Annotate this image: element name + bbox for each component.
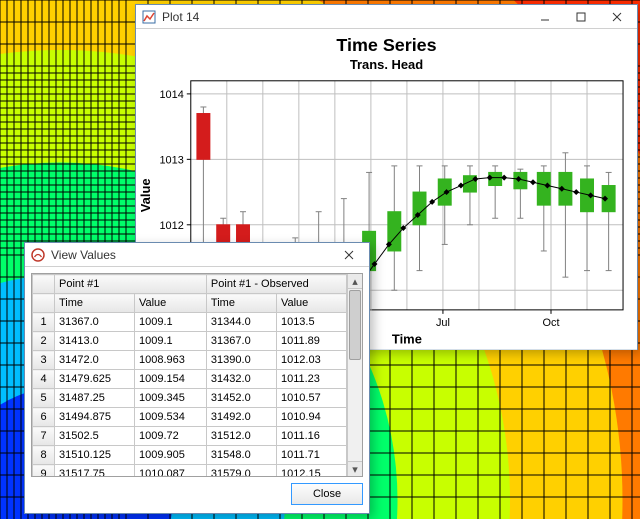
row-number: 9 <box>33 465 55 477</box>
row-number: 3 <box>33 351 55 370</box>
column-header[interactable]: Time <box>55 294 135 313</box>
table-row[interactable]: 231413.01009.131367.01011.89 <box>33 332 362 351</box>
vertical-scrollbar[interactable]: ▴ ▾ <box>347 274 362 476</box>
table-cell[interactable]: 1009.154 <box>134 370 206 389</box>
close-button[interactable]: Close <box>291 483 363 505</box>
view-values-titlebar[interactable]: View Values <box>25 243 369 267</box>
svg-text:Value: Value <box>138 178 153 212</box>
svg-text:1014: 1014 <box>159 89 183 101</box>
table-cell[interactable]: 31432.0 <box>206 370 276 389</box>
svg-text:Time Series: Time Series <box>336 35 436 55</box>
table-cell[interactable]: 1010.57 <box>276 389 346 408</box>
table-cell[interactable]: 1009.345 <box>134 389 206 408</box>
svg-text:1012: 1012 <box>159 220 183 232</box>
table-cell[interactable]: 1013.5 <box>276 313 346 332</box>
row-number: 5 <box>33 389 55 408</box>
close-button[interactable] <box>599 6 635 28</box>
svg-text:Trans. Head: Trans. Head <box>350 57 423 72</box>
table-row[interactable]: 131367.01009.131344.01013.5 <box>33 313 362 332</box>
table-cell[interactable]: 1009.534 <box>134 408 206 427</box>
table-cell[interactable]: 1009.72 <box>134 427 206 446</box>
row-number: 2 <box>33 332 55 351</box>
table-cell[interactable]: 1010.94 <box>276 408 346 427</box>
table-row[interactable]: 331472.01008.96331390.01012.03 <box>33 351 362 370</box>
svg-text:Oct: Oct <box>542 317 559 329</box>
svg-text:Time: Time <box>392 332 422 347</box>
table-cell[interactable]: 1011.89 <box>276 332 346 351</box>
table-row[interactable]: 731502.51009.7231512.01011.16 <box>33 427 362 446</box>
plot-window-title: Plot 14 <box>162 10 527 24</box>
table-cell[interactable]: 31548.0 <box>206 446 276 465</box>
table-cell[interactable]: 31502.5 <box>55 427 135 446</box>
table-cell[interactable]: 31452.0 <box>206 389 276 408</box>
maximize-button[interactable] <box>563 6 599 28</box>
table-cell[interactable]: 31367.0 <box>55 313 135 332</box>
table-cell[interactable]: 1011.23 <box>276 370 346 389</box>
table-cell[interactable]: 1011.71 <box>276 446 346 465</box>
table-cell[interactable]: 31494.875 <box>55 408 135 427</box>
table-cell[interactable]: 31510.125 <box>55 446 135 465</box>
table-cell[interactable]: 31413.0 <box>55 332 135 351</box>
plot-window-icon <box>142 10 156 24</box>
table-cell[interactable]: 1009.1 <box>134 313 206 332</box>
row-number: 1 <box>33 313 55 332</box>
column-header[interactable]: Value <box>276 294 346 313</box>
table-cell[interactable]: 31487.25 <box>55 389 135 408</box>
column-group-header[interactable]: Point #1 <box>55 275 207 294</box>
scrollbar-thumb[interactable] <box>349 290 361 360</box>
table-cell[interactable]: 31390.0 <box>206 351 276 370</box>
table-cell[interactable]: 31344.0 <box>206 313 276 332</box>
column-header[interactable]: Time <box>206 294 276 313</box>
table-cell[interactable]: 1012.15 <box>276 465 346 477</box>
view-values-title: View Values <box>51 248 331 262</box>
table-cell[interactable]: 31512.0 <box>206 427 276 446</box>
minimize-button[interactable] <box>527 6 563 28</box>
table-cell[interactable]: 31517.75 <box>55 465 135 477</box>
view-values-icon <box>31 248 45 262</box>
table-cell[interactable]: 31367.0 <box>206 332 276 351</box>
column-header[interactable]: Value <box>134 294 206 313</box>
values-table[interactable]: Point #1Point #1 - ObservedTimeValueTime… <box>32 274 362 476</box>
row-number: 8 <box>33 446 55 465</box>
table-cell[interactable]: 1011.16 <box>276 427 346 446</box>
table-row[interactable]: 831510.1251009.90531548.01011.71 <box>33 446 362 465</box>
row-number: 7 <box>33 427 55 446</box>
table-row[interactable]: 531487.251009.34531452.01010.57 <box>33 389 362 408</box>
svg-text:1013: 1013 <box>159 154 183 166</box>
table-row[interactable]: 631494.8751009.53431492.01010.94 <box>33 408 362 427</box>
view-values-window[interactable]: View Values Point #1Point #1 - ObservedT… <box>24 242 370 514</box>
table-cell[interactable]: 1009.1 <box>134 332 206 351</box>
table-cell[interactable]: 31492.0 <box>206 408 276 427</box>
close-icon[interactable] <box>331 244 367 266</box>
table-cell[interactable]: 1009.905 <box>134 446 206 465</box>
row-number: 4 <box>33 370 55 389</box>
scroll-up-arrow[interactable]: ▴ <box>348 274 362 289</box>
table-row[interactable]: 931517.751010.08731579.01012.15 <box>33 465 362 477</box>
table-cell[interactable]: 31479.625 <box>55 370 135 389</box>
svg-text:Jul: Jul <box>436 317 450 329</box>
table-cell[interactable]: 31472.0 <box>55 351 135 370</box>
column-group-header[interactable]: Point #1 - Observed <box>206 275 346 294</box>
table-row[interactable]: 431479.6251009.15431432.01011.23 <box>33 370 362 389</box>
table-cell[interactable]: 31579.0 <box>206 465 276 477</box>
scroll-down-arrow[interactable]: ▾ <box>348 461 362 476</box>
values-table-container[interactable]: Point #1Point #1 - ObservedTimeValueTime… <box>31 273 363 477</box>
table-cell[interactable]: 1012.03 <box>276 351 346 370</box>
table-cell[interactable]: 1010.087 <box>134 465 206 477</box>
row-number: 6 <box>33 408 55 427</box>
plot-window-titlebar[interactable]: Plot 14 <box>136 5 637 29</box>
table-cell[interactable]: 1008.963 <box>134 351 206 370</box>
